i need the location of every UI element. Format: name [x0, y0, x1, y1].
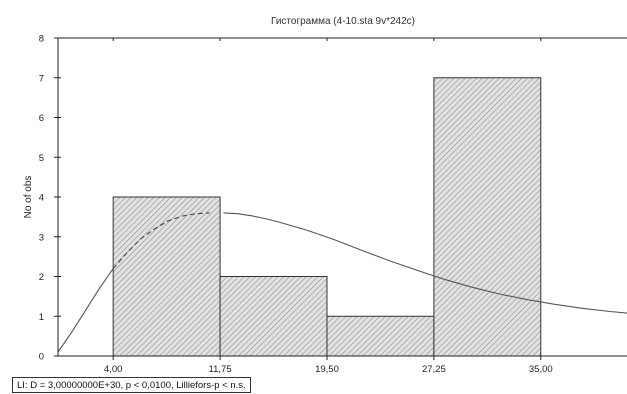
- y-tick-label: 0: [39, 352, 44, 363]
- normal-curve-left: [57, 268, 114, 353]
- histogram-bar: [326, 315, 435, 357]
- y-tick-label: 2: [39, 272, 44, 283]
- x-tick-label: 4,00: [104, 364, 123, 375]
- lilliefors-stats-text: LI: D = 3,00000000E+30, p < 0,0100, Lill…: [17, 380, 246, 391]
- bars-layer: [112, 77, 542, 357]
- x-tick-label: 19,50: [315, 364, 339, 375]
- y-tick-label: 4: [39, 193, 44, 204]
- normal-curve-dashed: [112, 212, 210, 269]
- curve-layer: [57, 212, 627, 353]
- histogram-bar: [433, 77, 542, 357]
- y-tick-label: 5: [39, 153, 44, 164]
- x-tick-label: 11,75: [209, 364, 232, 375]
- y-tick-label: 3: [39, 232, 44, 243]
- normal-curve-right: [223, 212, 627, 314]
- histogram-bar: [219, 276, 328, 357]
- y-tick-label: 1: [39, 312, 44, 323]
- y-axis-label: No of obs: [23, 176, 34, 219]
- y-tick-label: 8: [39, 34, 44, 45]
- lilliefors-stats-box: LI: D = 3,00000000E+30, p < 0,0100, Lill…: [12, 377, 251, 393]
- axes-layer: 0 1 2 3 4 5 6 7 8 4,00 11,75 19,50 27,25 35,00: [39, 34, 627, 375]
- x-tick-label: 35,00: [529, 364, 553, 375]
- y-tick-label: 6: [39, 113, 44, 124]
- x-tick-label: 27,25: [422, 364, 446, 375]
- histogram-bar: [112, 196, 221, 357]
- y-tick-label: 7: [39, 73, 44, 84]
- chart-title: Гистограмма (4-10.sta 9v*242c): [271, 16, 415, 27]
